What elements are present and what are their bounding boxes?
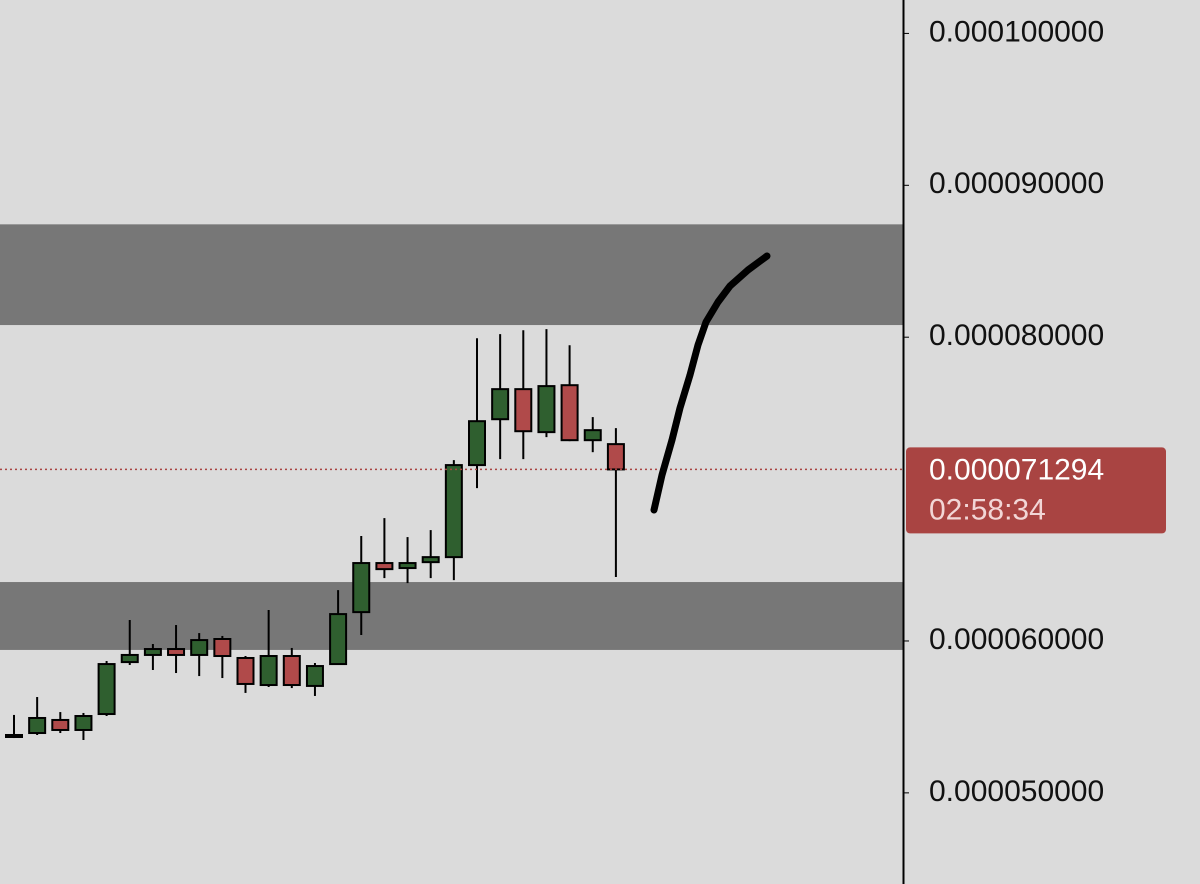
y-tick-label: 0.000090000 [929,167,1104,200]
candle-body [167,648,186,656]
candle-body [583,429,602,442]
candle-body [444,464,463,559]
candle-body [398,562,417,570]
candle-body [329,613,348,666]
candle-body [305,665,324,687]
plot [0,329,903,741]
candle-body [120,653,139,664]
candle-body [259,655,278,687]
candle-body [74,715,93,731]
zones [0,224,903,650]
candle-body [236,656,255,685]
y-tick-label: 0.000100000 [929,15,1104,48]
candle-body [537,385,556,434]
candle-body [491,388,510,421]
y-tick-label: 0.000060000 [929,623,1104,656]
candle-body [51,718,70,731]
candle-body [468,420,486,467]
zone [0,224,903,326]
candle-body [514,388,533,433]
candle-body [282,655,301,687]
candle-body [190,639,209,656]
candle-body [560,384,579,442]
price-tag-countdown: 02:58:34 [929,493,1046,526]
candle-body [352,562,371,614]
y-tick-label: 0.000050000 [929,775,1104,808]
candle-body [213,638,232,658]
zone [0,582,903,650]
candle-body [421,556,440,564]
y-tick-label: 0.000080000 [929,319,1104,352]
candle-body [143,648,162,656]
candle-body [5,733,23,738]
price-tag [906,447,1166,534]
drawn-projection [650,252,771,514]
candle-body [375,562,394,571]
price-tag-value: 0.000071294 [929,453,1104,486]
candle-body [28,716,47,735]
candle-body [97,663,116,716]
candle-body [606,443,625,471]
price-axis: 0.000050000 0.000060000 0.000080000 0.00009… [903,15,1166,808]
